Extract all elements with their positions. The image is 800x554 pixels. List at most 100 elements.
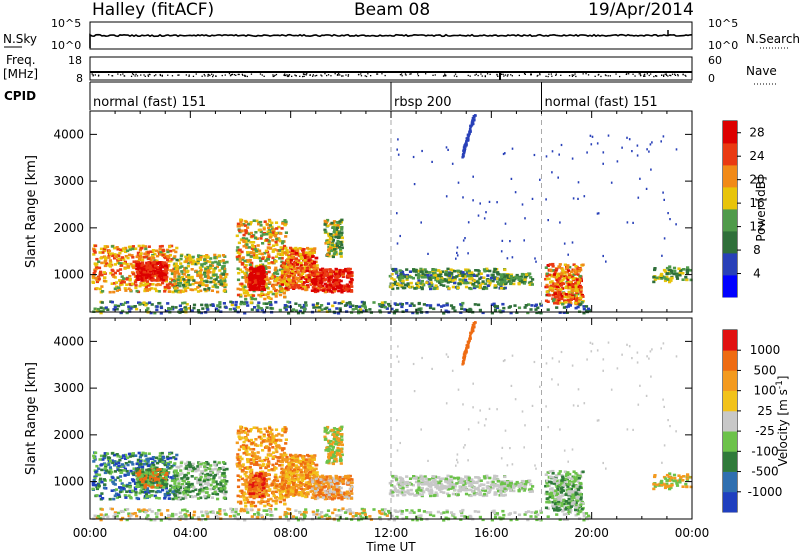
power-cell: [181, 301, 185, 305]
power-cell: [159, 251, 163, 254]
power-cell: [562, 295, 566, 299]
power-cell: [292, 267, 297, 271]
power-sparse-cell: [571, 241, 574, 244]
power-cell: [300, 267, 304, 270]
power-cell: [160, 244, 164, 248]
power-cell: [91, 275, 95, 278]
vel-cell: [219, 481, 223, 484]
vel-cell: [131, 479, 136, 483]
power-cell: [248, 278, 252, 282]
nave-point: [246, 75, 248, 78]
nave-point: [684, 74, 686, 76]
power-cell: [314, 282, 318, 286]
power-cell: [348, 267, 352, 271]
power-cell: [378, 304, 382, 308]
power-cell: [328, 283, 333, 287]
power-cell: [315, 256, 319, 260]
nave-point: [607, 75, 609, 77]
nave-point: [656, 75, 658, 77]
power-cell: [515, 273, 519, 277]
vel-cell: [134, 454, 138, 457]
power-cell: [501, 278, 505, 281]
power-cell: [545, 272, 550, 276]
power-cell: [215, 275, 220, 279]
power-cell: [308, 257, 312, 261]
power-cell: [343, 284, 347, 288]
nave-point: [444, 73, 446, 75]
vel-cell: [113, 494, 117, 498]
power-cell: [576, 267, 580, 270]
power-cell: [250, 267, 254, 270]
vel-cell: [156, 489, 160, 493]
power-cell: [571, 287, 575, 291]
nave-point: [685, 75, 687, 77]
power-cell: [267, 242, 271, 246]
power-cell: [275, 292, 279, 295]
power-cell: [326, 302, 331, 305]
power-sparse-cell: [545, 155, 548, 158]
power-cell: [188, 283, 192, 287]
power-cell: [579, 296, 583, 299]
nave-point: [147, 75, 150, 77]
power-sparse-cell: [447, 148, 449, 151]
power-cell: [483, 269, 487, 273]
vel-cell: [179, 464, 183, 468]
power-cell: [206, 276, 210, 280]
power-cell: [306, 285, 310, 289]
vel-cell: [136, 474, 140, 477]
vel-cell: [169, 488, 173, 491]
power-cell: [334, 253, 338, 256]
power-cell: [127, 307, 131, 311]
vel-cell: [186, 493, 190, 497]
vel-cell: [212, 476, 216, 480]
power-cell: [240, 250, 244, 254]
power-cell: [539, 302, 543, 306]
power-cell: [105, 245, 110, 248]
power-cell: [144, 273, 148, 277]
power-cell: [490, 303, 494, 306]
power-cell: [131, 247, 135, 251]
power-cell: [311, 249, 315, 252]
power-cell: [135, 262, 139, 266]
power-cell: [509, 273, 514, 277]
power-cell: [573, 271, 577, 275]
power-cell: [109, 300, 113, 303]
vel-cell: [127, 460, 132, 464]
power-cell: [461, 271, 465, 274]
power-cell: [257, 228, 261, 232]
power-cell: [235, 256, 240, 259]
power-cell: [570, 295, 574, 299]
power-cell: [296, 311, 301, 315]
power-cell: [485, 267, 489, 271]
power-cell: [319, 281, 323, 285]
vel-cell: [111, 461, 115, 465]
power-cell: [262, 226, 266, 230]
power-cell: [486, 284, 490, 287]
power-cell: [332, 248, 337, 251]
power-cell: [145, 280, 150, 283]
power-cell: [293, 247, 297, 251]
power-cell: [213, 279, 217, 283]
vel-cell: [174, 469, 178, 472]
power-cell: [179, 282, 183, 285]
power-cell: [281, 264, 285, 267]
vel-cell: [118, 455, 123, 459]
power-cell: [113, 263, 118, 266]
power-cell: [286, 251, 290, 254]
power-cell: [450, 276, 454, 279]
power-cell: [95, 280, 99, 284]
power-cell: [390, 307, 394, 311]
power-cell: [206, 265, 210, 269]
power-cell: [326, 224, 330, 227]
power-cell: [306, 255, 310, 259]
power-cell: [205, 254, 209, 257]
vel-cell: [156, 474, 160, 478]
power-cell: [417, 269, 421, 273]
vel-cell: [154, 471, 158, 475]
power-cell: [417, 279, 421, 282]
power-cell: [95, 266, 99, 269]
power-cell: [278, 284, 282, 288]
power-cell: [514, 275, 518, 279]
power-cell: [239, 220, 243, 224]
power-cell: [305, 278, 309, 282]
